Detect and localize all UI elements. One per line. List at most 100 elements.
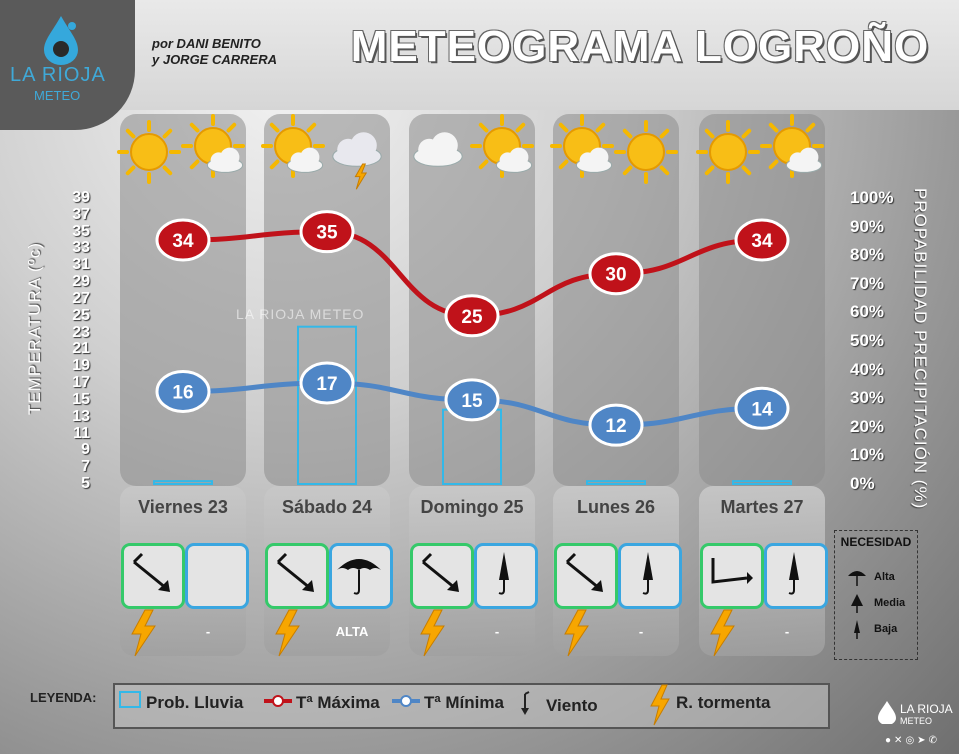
sun-ray [768,159,779,170]
day-label: Domingo 25 [420,497,524,517]
sun-ray [558,159,569,170]
arrow-shaft [277,560,311,590]
left-tick-label: 21 [72,340,90,358]
arrow-head [447,580,459,592]
umbrella-need-label: - [638,624,644,639]
sun-ray [768,122,779,133]
storm-legend-icon [650,684,670,726]
facebook-icon[interactable]: ● [885,735,895,746]
legend-title: LEYENDA: [30,690,97,705]
min-legend-icon [392,695,420,707]
storm-risk-icon [564,609,589,657]
necesidad-label: Media [874,597,906,609]
bolt-shape [710,609,735,657]
sun-ray [226,122,237,133]
footer-logo-name: LA RIOJA [900,702,953,716]
min-temp-point [155,369,211,413]
sun-ray [189,159,200,170]
storm-risk-icon [710,609,735,657]
umbrella-box [185,543,249,609]
x-icon[interactable]: ✕ [894,735,906,746]
sun-disc [627,133,665,171]
arrow-head [591,580,603,592]
umbrella-box [764,543,828,609]
max-temp-label: 34 [172,231,194,252]
legend-min: Tª Mínima [424,693,504,712]
left-tick-label: 7 [81,458,90,476]
sun-ray [622,128,633,139]
footer-drop-icon [878,701,896,724]
right-tick-label: 30% [850,388,885,408]
min-temp-point [299,361,355,405]
day-label: Lunes 26 [576,497,656,517]
left-tick-label: 29 [72,273,90,291]
umbrella-need-label: - [494,624,500,639]
legend-box [113,683,830,729]
cloud-icon [332,132,382,167]
sun-icon [696,120,760,184]
sun-icon [614,120,678,184]
cloud-icon [495,147,533,173]
sun-disc [709,133,747,171]
page-title: METEOGRAMA LOGROÑO [350,22,930,71]
umbrella-icon [337,559,381,595]
max-temp-point [588,252,644,296]
sun-ray [659,165,670,176]
wind-arrow-icon [132,552,170,592]
watermark: LA RIOJA METEO [236,306,365,322]
legend-storm: R. tormenta [676,693,771,712]
water-drop-icon [44,16,78,65]
telegram-icon[interactable]: ➤ [917,735,929,746]
necesidad-umbrella-icon [848,571,866,586]
min-temp-point [588,403,644,447]
arrow-shaft [566,560,600,590]
sun-ray [515,122,526,133]
umbrella-icon [642,552,653,595]
min-temp-point [444,378,500,422]
left-tick-label: 35 [72,222,90,240]
min-temp-label: 14 [751,399,773,420]
left-tick-label: 33 [72,239,90,257]
legend-wind: Viento [546,696,598,715]
left-tick-label: 15 [72,390,90,408]
umbrella-icon [190,548,240,598]
cloud-icon [413,132,463,167]
bolt-shape [564,609,589,657]
cloud-part [509,147,529,167]
arrow-shaft [711,558,748,584]
arrow-barb [421,552,433,564]
umbrella-closed [643,552,653,580]
umbrella-closed [499,552,509,580]
legend-rain: Prob. Lluvia [146,693,244,712]
umbrella-need-label: - [205,624,211,639]
right-tick-label: 40% [850,359,885,379]
max-temp-label: 35 [316,223,338,244]
umbrella-handle [788,580,795,595]
umbrella-box [474,543,538,609]
sun-ray [805,122,816,133]
canopy [848,571,866,576]
right-tick-label: 70% [850,273,885,293]
left-tick-label: 5 [81,475,90,492]
arrow-head [302,580,314,592]
cloud-icon [286,147,324,173]
instagram-icon[interactable]: ◎ [905,735,918,746]
left-tick-label: 31 [72,256,90,274]
whatsapp-icon[interactable]: ✆ [928,735,940,746]
rain-bar [153,480,213,486]
arrow-shaft [422,560,456,590]
min-temp-label: 12 [605,416,626,437]
max-temp-label: 25 [461,307,483,328]
necesidad-umbrella-icon [854,620,860,639]
social-icons: ●✕◎➤✆ [885,735,940,746]
storm-risk-icon [275,609,300,657]
day-label: Viernes 23 [138,497,228,517]
arrow-barb [565,552,577,564]
max-temp-point [734,218,790,262]
rain-bar [732,480,792,486]
arrow-shaft [133,560,167,590]
arrow-head [158,580,170,592]
left-tick-label: 17 [72,374,90,392]
left-tick-label: 37 [72,205,90,223]
